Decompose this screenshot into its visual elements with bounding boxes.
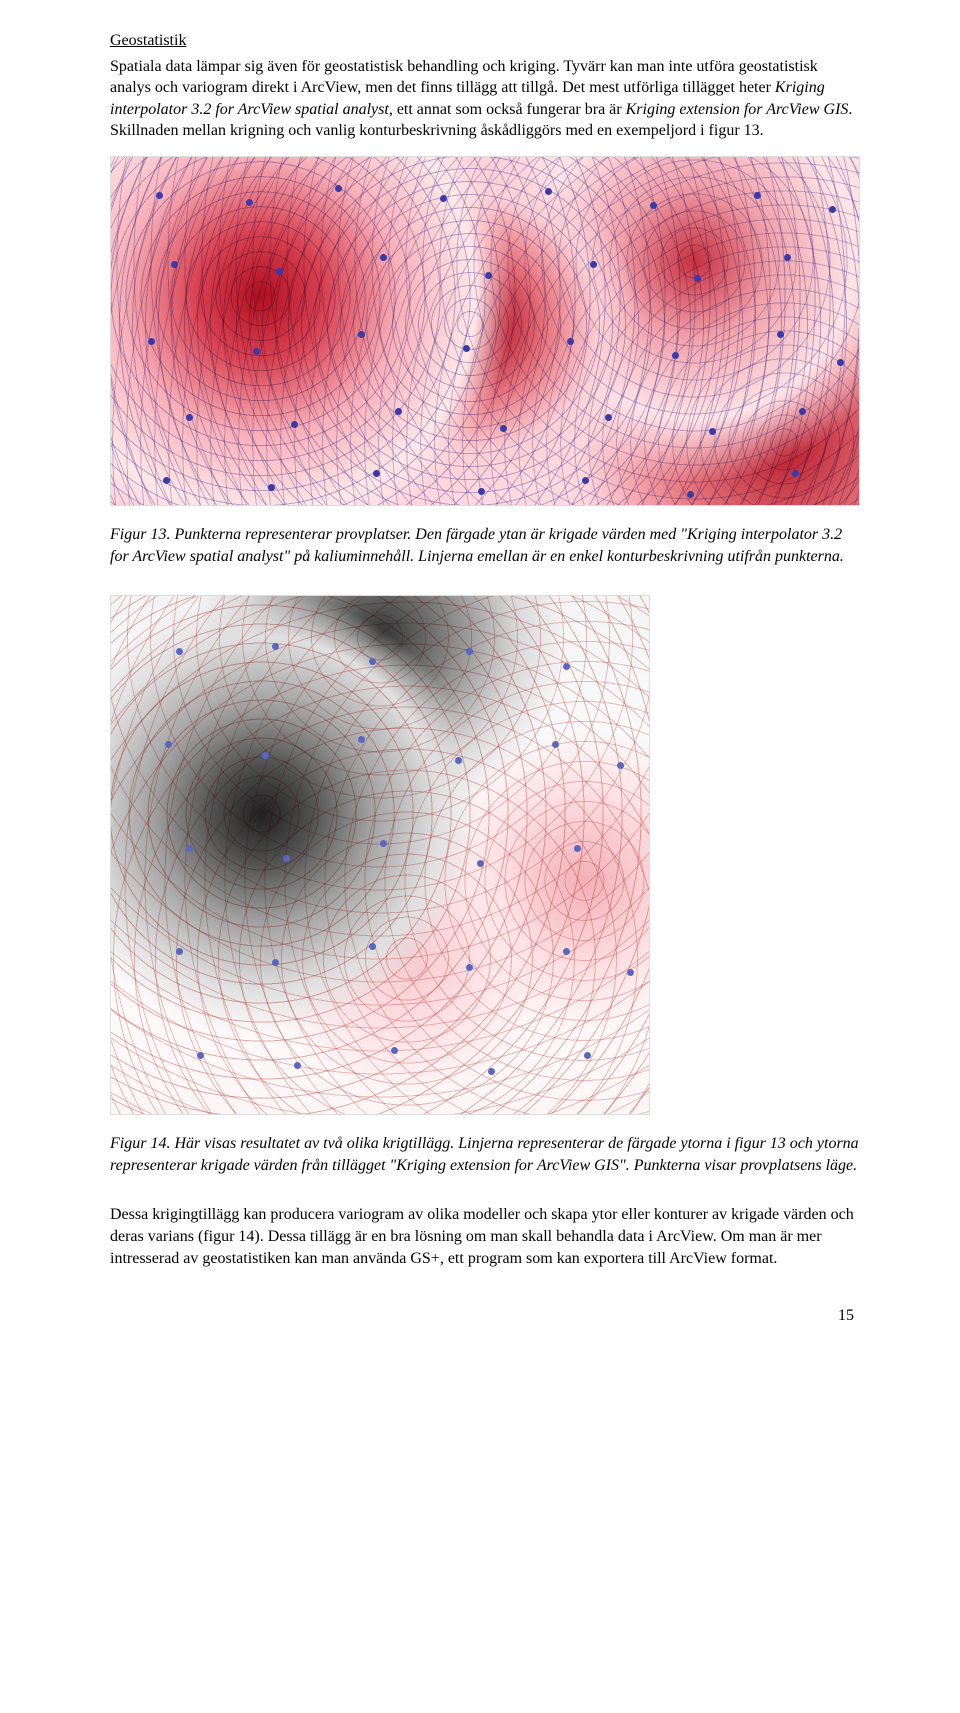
sample-point bbox=[687, 491, 694, 498]
sample-point bbox=[466, 964, 473, 971]
sample-point bbox=[792, 470, 799, 477]
sample-point bbox=[165, 741, 172, 748]
sample-point bbox=[799, 408, 806, 415]
figure-14 bbox=[110, 595, 860, 1115]
sample-point bbox=[276, 268, 283, 275]
sample-point bbox=[463, 345, 470, 352]
sample-point bbox=[380, 840, 387, 847]
sample-point bbox=[478, 488, 485, 495]
figure-13-caption: Figur 13. Punkterna representerar provpl… bbox=[110, 524, 860, 567]
paragraph-conclusion: Dessa krigingtillägg kan producera vario… bbox=[110, 1204, 860, 1269]
figure-13-contours bbox=[111, 157, 859, 505]
sample-point bbox=[156, 192, 163, 199]
sample-point bbox=[262, 752, 269, 759]
sample-point bbox=[777, 331, 784, 338]
sample-point bbox=[829, 206, 836, 213]
text-run: , ett annat som också fungerar bra är bbox=[389, 101, 626, 118]
figure-13-map bbox=[110, 156, 860, 506]
sample-point bbox=[672, 352, 679, 359]
sample-point bbox=[176, 648, 183, 655]
sample-point bbox=[176, 948, 183, 955]
sample-point bbox=[197, 1052, 204, 1059]
sample-point bbox=[395, 408, 402, 415]
sample-point bbox=[488, 1068, 495, 1075]
sample-point bbox=[574, 845, 581, 852]
figure-14-contours bbox=[111, 596, 649, 1114]
sample-point bbox=[485, 272, 492, 279]
sample-point bbox=[837, 359, 844, 366]
sample-point bbox=[466, 648, 473, 655]
sample-point bbox=[358, 331, 365, 338]
sample-point bbox=[373, 470, 380, 477]
text-run: Spatiala data lämpar sig även för geosta… bbox=[110, 58, 818, 97]
sample-point bbox=[617, 762, 624, 769]
sample-point bbox=[650, 202, 657, 209]
sample-point bbox=[500, 425, 507, 432]
page-number: 15 bbox=[110, 1305, 860, 1327]
figure-14-caption: Figur 14. Här visas resultatet av två ol… bbox=[110, 1133, 860, 1176]
text-italic: Kriging extension for ArcView GIS bbox=[626, 101, 849, 118]
paragraph-intro: Spatiala data lämpar sig även för geosta… bbox=[110, 56, 860, 142]
sample-point bbox=[754, 192, 761, 199]
figure-14-map bbox=[110, 595, 650, 1115]
figure-13 bbox=[110, 156, 860, 506]
sample-point bbox=[246, 199, 253, 206]
sample-point bbox=[291, 421, 298, 428]
section-heading: Geostatistik bbox=[110, 30, 860, 52]
sample-point bbox=[391, 1047, 398, 1054]
